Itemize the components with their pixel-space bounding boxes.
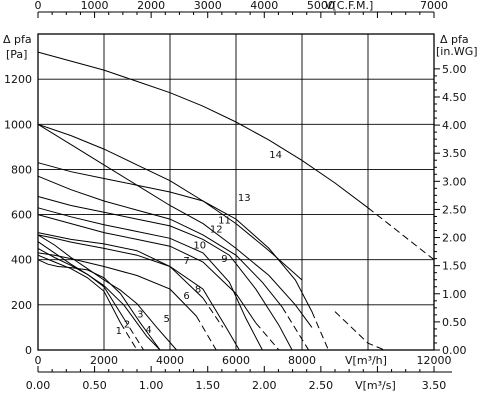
bottom2-axis-tick-label: 3.50 bbox=[422, 379, 447, 392]
curve-label-6: 6 bbox=[183, 291, 189, 302]
x-axis-tick-label: 8000 bbox=[288, 354, 316, 367]
curve-6-extension bbox=[195, 315, 217, 351]
y-right-axis-tick-label: 0.00 bbox=[442, 344, 467, 357]
x-axis-tick-label: 0 bbox=[35, 354, 42, 367]
y-axis-tick-label: 800 bbox=[11, 163, 32, 176]
top-axis-tick-label: 1000 bbox=[81, 0, 109, 12]
curve-label-13: 13 bbox=[238, 193, 251, 204]
y-axis-unit: [Pa] bbox=[6, 48, 27, 61]
curve-13 bbox=[37, 162, 313, 312]
y-right-axis-tick-label: 1.50 bbox=[442, 260, 467, 273]
curve-label-4: 4 bbox=[145, 325, 151, 336]
curve-label-1: 1 bbox=[116, 326, 122, 337]
curve-13b bbox=[37, 123, 313, 328]
curve-11 bbox=[37, 175, 283, 308]
y-right-axis-tick-label: 1.00 bbox=[442, 288, 467, 301]
bottom2-axis-tick-label: 1.50 bbox=[195, 379, 220, 392]
curve-label-14: 14 bbox=[269, 150, 282, 161]
curve-14 bbox=[37, 51, 369, 209]
chart-grid bbox=[37, 33, 435, 351]
curve-label-7: 7 bbox=[183, 256, 189, 267]
y-axis-tick-label: 200 bbox=[11, 299, 32, 312]
curve-9-extension bbox=[255, 322, 280, 351]
top-axis-tick-label: 7000 bbox=[420, 0, 448, 12]
curve-5 bbox=[37, 234, 177, 351]
curve-10 bbox=[37, 207, 263, 351]
y-right-axis-unit: [in.WG] bbox=[436, 45, 478, 58]
top-axis-tick-label: 0 bbox=[35, 0, 42, 12]
y-right-axis-tick-label: 0.50 bbox=[442, 316, 467, 329]
y-axis-tick-label: 1200 bbox=[4, 73, 32, 86]
y-right-axis-tick-label: 4.50 bbox=[442, 91, 467, 104]
curve-6 bbox=[37, 252, 197, 317]
curve-13-extension bbox=[311, 311, 329, 351]
bottom2-axis-tick-label: 0.00 bbox=[26, 379, 51, 392]
bottom2-axis-tick-label: 2.50 bbox=[309, 379, 334, 392]
y-right-axis-label: Δ pfa bbox=[440, 33, 469, 46]
curve-11-extension bbox=[281, 306, 310, 351]
x-axis-tick-label: 12000 bbox=[417, 354, 452, 367]
top-axis-tick-label: 3000 bbox=[194, 0, 222, 12]
top-axis-unit: V[C.F.M.] bbox=[325, 0, 373, 12]
curve-group bbox=[37, 51, 435, 351]
curve-14b-extension bbox=[334, 311, 385, 351]
top-axis-tick-label: 4000 bbox=[250, 0, 278, 12]
curve-8 bbox=[37, 234, 240, 351]
curve-12 bbox=[37, 196, 293, 351]
y-axis-tick-label: 1000 bbox=[4, 118, 32, 131]
curve-2 bbox=[37, 247, 125, 319]
x-axis-tick-label: 4000 bbox=[156, 354, 184, 367]
y-right-axis-tick-label: 5.00 bbox=[442, 63, 467, 76]
x-axis-tick-label: 6000 bbox=[222, 354, 250, 367]
curve-label-10: 10 bbox=[193, 240, 206, 251]
y-right-axis-tick-label: 3.50 bbox=[442, 147, 467, 160]
curve-2-extension bbox=[123, 318, 145, 351]
bottom2-axis-unit: V[m³/s] bbox=[355, 379, 396, 392]
y-right-axis-tick-label: 2.50 bbox=[442, 203, 467, 216]
curve-label-12: 12 bbox=[210, 225, 223, 236]
curve-label-5: 5 bbox=[164, 314, 170, 325]
curve-label-8: 8 bbox=[195, 284, 201, 295]
curve-14b bbox=[37, 123, 303, 281]
curve-label-11: 11 bbox=[218, 216, 231, 227]
y-axis-tick-label: 0 bbox=[25, 344, 32, 357]
x-axis-unit: V[m³/h] bbox=[345, 354, 387, 367]
y-right-axis-tick-label: 3.00 bbox=[442, 175, 467, 188]
y-axis-label: Δ pfa bbox=[3, 33, 32, 46]
y-axis-tick-label: 600 bbox=[11, 209, 32, 222]
bottom2-axis-tick-label: 0.50 bbox=[82, 379, 107, 392]
curve-1 bbox=[37, 254, 121, 324]
curve-4 bbox=[37, 241, 161, 351]
y-axis-tick-label: 400 bbox=[11, 254, 32, 267]
bottom2-axis-tick-label: 1.00 bbox=[139, 379, 164, 392]
curve-label-2: 2 bbox=[124, 319, 130, 330]
curve-14-extension bbox=[367, 207, 435, 261]
bottom2-axis-tick-label: 2.00 bbox=[252, 379, 277, 392]
y-right-axis-tick-label: 2.00 bbox=[442, 232, 467, 245]
curve-7-extension bbox=[202, 297, 224, 328]
curve-1-extension bbox=[120, 322, 138, 351]
y-right-axis-tick-label: 4.00 bbox=[442, 119, 467, 132]
x-axis-tick-label: 2000 bbox=[90, 354, 118, 367]
top-axis-tick-label: 2000 bbox=[137, 0, 165, 12]
curve-9 bbox=[37, 214, 257, 324]
curve-3 bbox=[37, 259, 161, 351]
curve-label-9: 9 bbox=[221, 254, 227, 265]
curve-label-3: 3 bbox=[137, 309, 143, 320]
top-axis-tick-label: 5000 bbox=[307, 0, 335, 12]
